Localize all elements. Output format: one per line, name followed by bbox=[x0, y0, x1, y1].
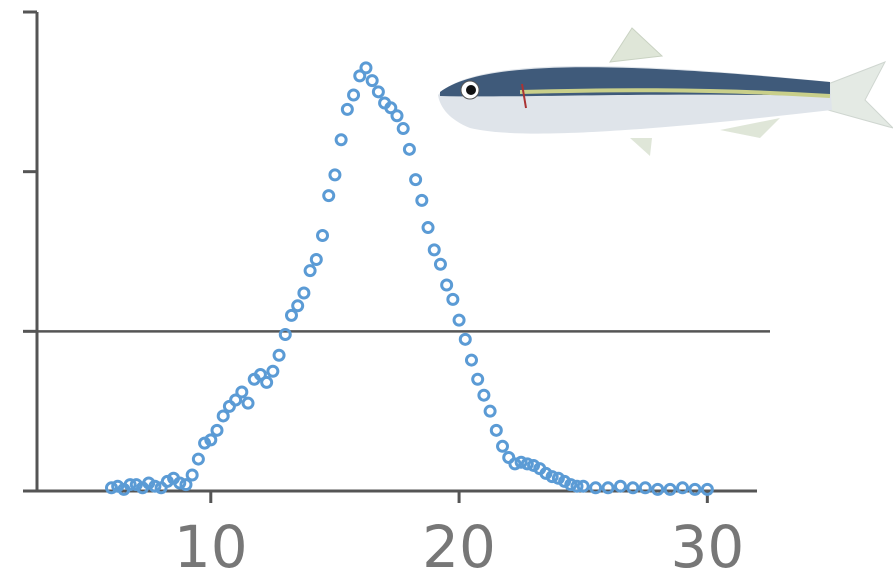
point bbox=[123, 478, 137, 492]
point bbox=[260, 375, 274, 389]
point bbox=[464, 353, 478, 367]
point bbox=[545, 470, 559, 484]
point bbox=[328, 168, 342, 182]
point bbox=[309, 252, 323, 266]
point bbox=[253, 367, 267, 381]
point bbox=[433, 257, 447, 271]
point bbox=[272, 348, 286, 362]
point bbox=[185, 468, 199, 482]
point bbox=[390, 109, 404, 123]
point bbox=[303, 264, 317, 278]
point bbox=[421, 221, 435, 235]
fish-illustration bbox=[438, 27, 893, 156]
point bbox=[104, 481, 118, 495]
point bbox=[216, 409, 230, 423]
point bbox=[440, 278, 454, 292]
point bbox=[179, 478, 193, 492]
point bbox=[496, 439, 510, 453]
point bbox=[427, 243, 441, 257]
point bbox=[638, 481, 652, 495]
point bbox=[402, 142, 416, 156]
point bbox=[626, 481, 640, 495]
point bbox=[322, 189, 336, 203]
point bbox=[347, 88, 361, 102]
point bbox=[266, 364, 280, 378]
point bbox=[483, 404, 497, 418]
point bbox=[663, 482, 677, 496]
point bbox=[520, 457, 534, 471]
point bbox=[452, 313, 466, 327]
point bbox=[235, 385, 249, 399]
point bbox=[676, 481, 690, 495]
point bbox=[477, 388, 491, 402]
point bbox=[371, 85, 385, 99]
x-tick-label: 30 bbox=[670, 513, 744, 581]
point bbox=[589, 481, 603, 495]
point bbox=[291, 299, 305, 313]
point bbox=[340, 102, 354, 116]
point bbox=[229, 393, 243, 407]
point bbox=[210, 423, 224, 437]
point bbox=[316, 229, 330, 243]
point bbox=[353, 69, 367, 83]
point bbox=[284, 308, 298, 322]
point bbox=[173, 476, 187, 490]
point bbox=[508, 457, 522, 471]
point bbox=[148, 479, 162, 493]
point bbox=[359, 61, 373, 75]
point bbox=[570, 479, 584, 493]
point bbox=[489, 423, 503, 437]
point bbox=[297, 286, 311, 300]
point bbox=[191, 452, 205, 466]
point bbox=[564, 478, 578, 492]
point bbox=[688, 482, 702, 496]
point bbox=[471, 372, 485, 386]
point bbox=[365, 74, 379, 88]
point bbox=[204, 433, 218, 447]
point bbox=[576, 479, 590, 493]
point bbox=[334, 133, 348, 147]
point bbox=[601, 481, 615, 495]
point bbox=[458, 332, 472, 346]
point bbox=[396, 122, 410, 136]
point bbox=[415, 193, 429, 207]
point bbox=[384, 101, 398, 115]
point bbox=[700, 482, 714, 496]
x-tick-label: 10 bbox=[174, 513, 248, 581]
x-tick-label: 20 bbox=[422, 513, 496, 581]
point bbox=[278, 328, 292, 342]
point bbox=[409, 173, 423, 187]
point bbox=[446, 292, 460, 306]
point bbox=[514, 455, 528, 469]
point bbox=[613, 479, 627, 493]
point bbox=[241, 396, 255, 410]
point bbox=[651, 482, 665, 496]
